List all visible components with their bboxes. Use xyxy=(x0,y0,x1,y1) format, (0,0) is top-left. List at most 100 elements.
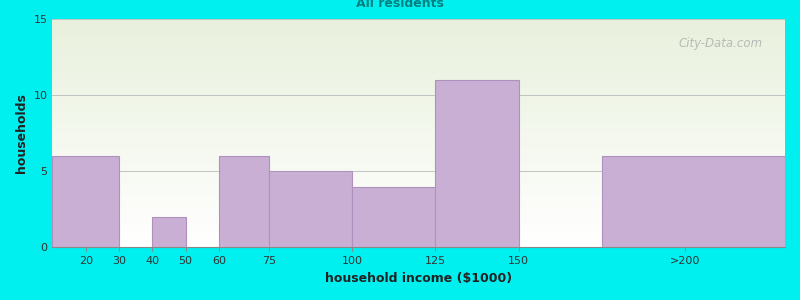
Bar xyxy=(53,29,785,30)
Bar xyxy=(53,180,785,181)
Bar xyxy=(53,142,785,143)
Bar xyxy=(53,77,785,78)
Bar xyxy=(53,27,785,28)
Bar xyxy=(53,243,785,244)
Bar xyxy=(53,154,785,155)
Bar xyxy=(53,25,785,26)
Bar xyxy=(53,45,785,46)
Bar xyxy=(53,221,785,222)
Bar xyxy=(53,171,785,172)
Bar xyxy=(53,129,785,130)
Bar xyxy=(53,69,785,70)
Bar xyxy=(53,51,785,52)
Bar xyxy=(53,54,785,56)
Bar xyxy=(53,84,785,85)
Bar xyxy=(53,112,785,113)
Bar xyxy=(53,220,785,221)
Bar xyxy=(53,24,785,25)
Bar xyxy=(53,189,785,190)
Bar xyxy=(53,177,785,178)
Bar xyxy=(53,109,785,110)
Bar xyxy=(53,21,785,22)
Bar xyxy=(53,178,785,179)
Bar xyxy=(53,83,785,84)
Bar xyxy=(53,195,785,196)
Bar xyxy=(53,211,785,212)
Bar xyxy=(53,108,785,109)
Bar xyxy=(53,101,785,102)
Bar xyxy=(53,198,785,200)
Bar xyxy=(53,81,785,82)
Bar xyxy=(53,48,785,49)
Bar xyxy=(53,140,785,141)
Bar xyxy=(53,191,785,193)
Bar xyxy=(53,139,785,140)
Bar xyxy=(53,197,785,198)
Bar xyxy=(53,227,785,228)
Bar xyxy=(53,172,785,173)
Bar xyxy=(53,130,785,131)
Bar xyxy=(53,106,785,107)
Bar xyxy=(53,232,785,234)
Bar xyxy=(53,59,785,60)
Bar xyxy=(53,205,785,206)
Bar xyxy=(352,187,435,247)
Bar xyxy=(53,224,785,225)
Bar xyxy=(53,67,785,68)
Bar xyxy=(53,66,785,67)
Bar xyxy=(53,145,785,146)
Bar xyxy=(53,229,785,230)
Bar xyxy=(152,217,186,248)
Bar xyxy=(53,210,785,211)
Bar xyxy=(53,181,785,182)
Bar xyxy=(53,122,785,123)
Bar xyxy=(53,212,785,213)
Bar xyxy=(53,174,785,175)
Bar xyxy=(53,53,785,54)
Bar xyxy=(53,138,785,139)
Bar xyxy=(53,34,785,35)
Bar xyxy=(53,170,785,171)
Bar xyxy=(53,90,785,91)
Bar xyxy=(53,118,785,119)
Bar xyxy=(53,70,785,71)
Bar xyxy=(53,143,785,145)
Bar xyxy=(53,102,785,104)
Bar xyxy=(53,214,785,215)
Bar xyxy=(53,50,785,51)
Bar xyxy=(53,239,785,241)
Bar xyxy=(53,241,785,242)
Bar xyxy=(53,187,785,188)
Bar xyxy=(53,86,785,88)
Bar xyxy=(53,237,785,238)
Bar xyxy=(53,30,785,31)
Bar xyxy=(53,157,785,158)
Bar xyxy=(53,107,785,108)
Bar xyxy=(53,88,785,89)
Bar xyxy=(53,94,785,95)
Bar xyxy=(602,156,785,248)
Bar xyxy=(53,117,785,119)
Bar xyxy=(53,38,785,40)
Bar xyxy=(53,125,785,126)
Bar xyxy=(53,85,785,86)
Bar xyxy=(53,71,785,73)
Bar xyxy=(53,166,785,167)
Bar xyxy=(53,230,785,231)
Bar xyxy=(53,57,785,58)
Bar xyxy=(53,202,785,203)
Bar xyxy=(53,133,785,134)
Bar xyxy=(53,19,785,20)
Bar xyxy=(53,217,785,218)
Bar xyxy=(53,20,785,21)
Bar xyxy=(53,242,785,243)
Bar xyxy=(53,162,785,163)
Bar xyxy=(53,201,785,202)
Bar xyxy=(53,110,785,112)
Bar xyxy=(53,46,785,48)
Bar xyxy=(53,128,785,129)
Bar xyxy=(53,147,785,148)
Bar xyxy=(53,124,785,125)
Bar xyxy=(53,56,785,57)
Bar xyxy=(53,91,785,92)
